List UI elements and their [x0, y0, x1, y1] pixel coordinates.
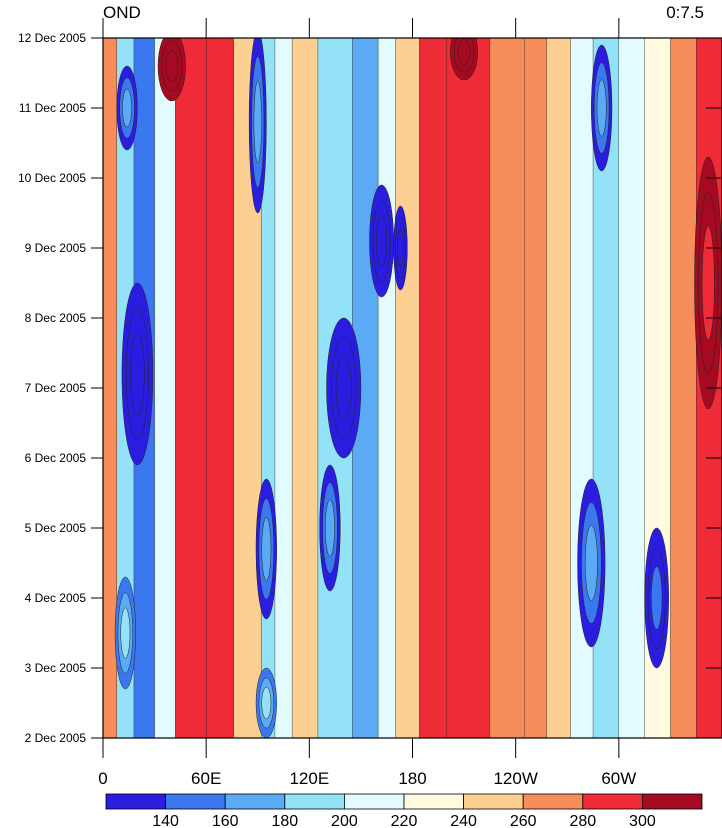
y-tick-label: 9 Dec 2005	[25, 241, 87, 255]
x-tick-label: 0	[98, 769, 107, 788]
contour-feature	[650, 566, 663, 630]
colorbar-swatch	[105, 793, 166, 810]
contour-feature	[375, 215, 388, 267]
y-tick-label: 11 Dec 2005	[19, 101, 86, 115]
contour-feature	[261, 517, 272, 581]
contour-feature	[397, 228, 404, 268]
contour-band	[446, 38, 491, 738]
colorbar-swatch	[224, 793, 286, 810]
colorbar-swatch	[582, 793, 643, 810]
plot-area	[103, 38, 722, 738]
contour-band	[377, 38, 397, 738]
contour-band	[419, 38, 448, 738]
colorbar-label: 160	[212, 813, 239, 828]
colorbar-label: 260	[510, 813, 537, 828]
contour-feature	[457, 39, 471, 65]
contour-feature	[325, 499, 335, 557]
colorbar-label: 280	[569, 813, 596, 828]
chart-title-right: 0:7.5	[666, 3, 704, 22]
y-axis: 2 Dec 2005 3 Dec 2005 4 Dec 2005 5 Dec 2005…	[18, 31, 722, 745]
contour-feature	[335, 356, 352, 420]
colorbar-label: 180	[271, 813, 298, 828]
contour-band	[670, 38, 698, 738]
y-tick-label: 2 Dec 2005	[25, 731, 87, 745]
colorbar-swatch	[522, 793, 584, 810]
y-tick-label: 12 Dec 2005	[18, 31, 86, 45]
contour-feature	[122, 88, 132, 128]
y-tick-label: 8 Dec 2005	[25, 311, 87, 325]
contour-band	[395, 38, 421, 738]
y-tick-label: 3 Dec 2005	[25, 661, 87, 675]
contour-band	[274, 38, 293, 738]
y-tick-label: 4 Dec 2005	[25, 591, 87, 605]
x-tick-label: 60E	[191, 769, 221, 788]
x-tick-label: 60W	[601, 769, 636, 788]
contour-bands	[103, 38, 722, 738]
chart-title-left: OND	[103, 3, 141, 22]
colorbar-label: 200	[331, 813, 358, 828]
y-tick-label: 6 Dec 2005	[25, 451, 87, 465]
x-tick-label: 180	[398, 769, 426, 788]
colorbar-swatch	[165, 793, 226, 810]
contour-band	[154, 38, 177, 738]
colorbar-swatch	[642, 793, 703, 810]
colorbar: 140 160 180 200 220 240 260 280 300	[105, 793, 703, 828]
contour-band	[205, 38, 235, 738]
contour-feature	[130, 332, 145, 416]
x-tick-label: 120W	[493, 769, 537, 788]
x-axis: 0 60E 120E 180 120W 60W	[98, 18, 636, 788]
y-tick-label: 5 Dec 2005	[25, 521, 87, 535]
colorbar-label: 140	[152, 813, 179, 828]
colorbar-swatch	[343, 793, 405, 810]
contour-feature	[701, 226, 715, 340]
contour-band	[489, 38, 526, 738]
colorbar-label: 220	[391, 813, 418, 828]
contour-band	[175, 38, 207, 738]
contour-feature	[165, 50, 179, 82]
contour-feature	[253, 80, 262, 164]
colorbar-swatch	[463, 793, 524, 810]
colorbar-label: 300	[629, 813, 656, 828]
y-tick-label: 10 Dec 2005	[18, 171, 86, 185]
contour-features	[114, 38, 722, 738]
contour-feature	[120, 607, 131, 659]
contour-band	[546, 38, 572, 738]
contour-band	[291, 38, 319, 738]
contour-band	[524, 38, 548, 738]
colorbar-swatch	[403, 793, 464, 810]
colorbar-label: 240	[450, 813, 477, 828]
contour-feature	[261, 687, 272, 719]
x-tick-label: 120E	[289, 769, 329, 788]
colorbar-swatch	[284, 793, 345, 810]
contour-feature	[596, 79, 607, 137]
contour-feature	[584, 524, 598, 602]
contour-band	[618, 38, 646, 738]
y-tick-label: 7 Dec 2005	[25, 381, 87, 395]
